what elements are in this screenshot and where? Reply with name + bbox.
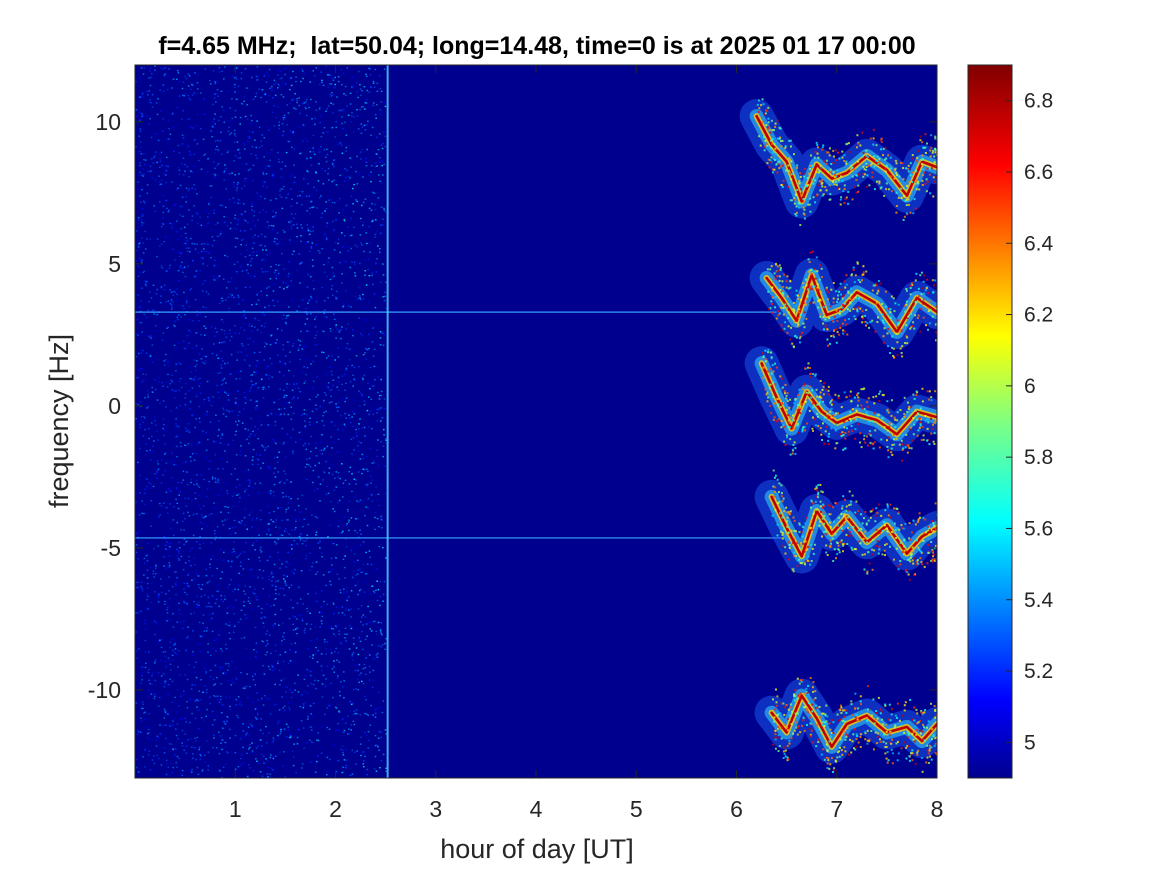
colorbar-tick-label: 6 bbox=[1024, 375, 1036, 398]
colorbar-tick-label: 5.4 bbox=[1024, 589, 1054, 612]
doppler-trace-2 bbox=[744, 346, 937, 462]
doppler-trace-4 bbox=[754, 677, 937, 773]
colorbar-tick-label: 5 bbox=[1024, 731, 1036, 754]
noise-speckle bbox=[135, 65, 388, 778]
colorbar-axis: 6.8 6.6 6.4 6.2 6 5.8 5.6 5.4 5.2 5 bbox=[1006, 90, 1054, 754]
colorbar bbox=[967, 64, 1013, 779]
colorbar-tick-label: 6.2 bbox=[1024, 304, 1053, 327]
x-tick-label: 6 bbox=[730, 796, 743, 822]
y-tick-label: 10 bbox=[95, 109, 121, 135]
x-tick-label: 8 bbox=[931, 796, 944, 822]
x-tick-label: 4 bbox=[530, 796, 543, 822]
chart-title: f=4.65 MHz; lat=50.04; long=14.48, time=… bbox=[158, 32, 915, 60]
spectrogram-layer bbox=[135, 65, 937, 778]
y-tick-label: -5 bbox=[101, 535, 121, 561]
y-axis: 10 5 0 -5 -10 bbox=[88, 109, 937, 703]
colorbar-tick-label: 5.2 bbox=[1024, 660, 1053, 683]
y-tick-label: -10 bbox=[88, 677, 121, 703]
x-tick-label: 2 bbox=[329, 796, 342, 822]
y-axis-label: frequency [Hz] bbox=[44, 334, 74, 508]
doppler-trace-0 bbox=[739, 98, 937, 226]
colorbar-tick-label: 5.8 bbox=[1024, 446, 1053, 469]
y-tick-label: 0 bbox=[108, 393, 121, 419]
doppler-trace-1 bbox=[749, 250, 937, 359]
x-tick-label: 3 bbox=[429, 796, 442, 822]
colorbar-tick-label: 6.4 bbox=[1024, 232, 1054, 255]
colorbar-tick-label: 6.6 bbox=[1024, 161, 1053, 184]
doppler-trace-3 bbox=[754, 469, 937, 581]
colorbar-tick-label: 6.8 bbox=[1024, 90, 1053, 113]
x-axis: 1 2 3 4 5 6 7 8 bbox=[229, 65, 944, 822]
x-axis-label: hour of day [UT] bbox=[440, 834, 634, 864]
x-tick-label: 1 bbox=[229, 796, 242, 822]
y-tick-label: 5 bbox=[108, 251, 121, 277]
x-tick-label: 7 bbox=[830, 796, 843, 822]
colorbar-tick-label: 5.6 bbox=[1024, 517, 1053, 540]
x-tick-label: 5 bbox=[630, 796, 643, 822]
